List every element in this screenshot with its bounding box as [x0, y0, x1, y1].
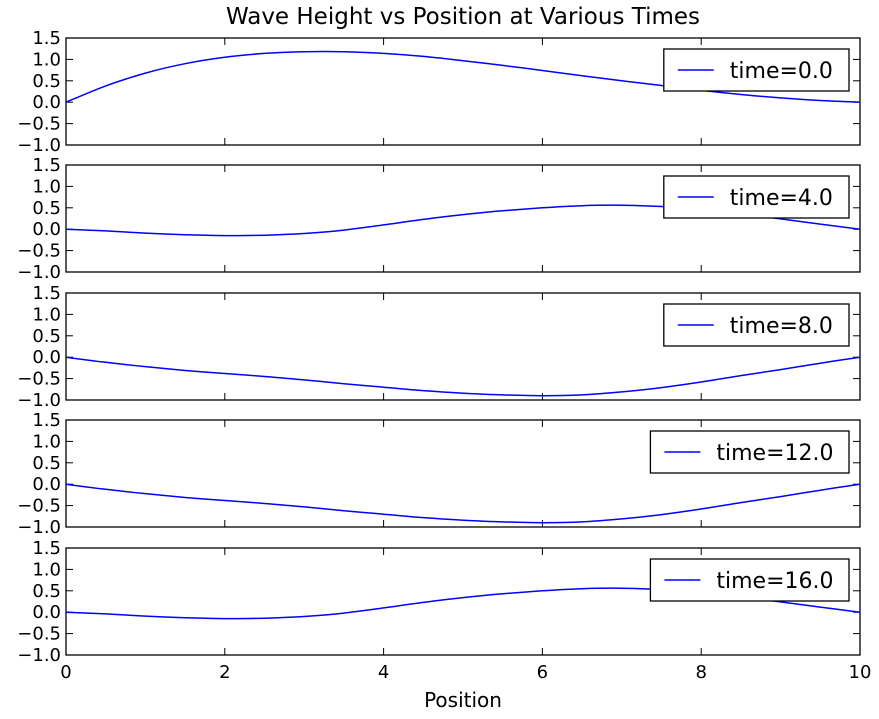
x-tick-label: 4 [378, 662, 389, 683]
y-tick-label: −1.0 [17, 135, 61, 156]
subplot-4: 1.51.00.50.0−0.5−1.0 time=12.0 [17, 410, 861, 538]
axes-frame [65, 292, 861, 401]
subplot-3: 1.51.00.50.0−0.5−1.0 time=8.0 [17, 283, 861, 411]
x-axis-label: Position [424, 688, 502, 712]
chart-title: Wave Height vs Position at Various Times [225, 4, 701, 30]
y-tick-label: 0.5 [32, 453, 61, 474]
legend-label: time=12.0 [716, 441, 833, 466]
x-tick-label: 6 [537, 662, 548, 683]
y-tick-label: 0.0 [32, 347, 61, 368]
y-tick-label: 1.0 [32, 559, 61, 580]
axes-frame [65, 419, 861, 528]
axes-frame [65, 547, 861, 656]
subplot-2: 1.51.00.50.0−0.5−1.0 time=4.0 [17, 155, 861, 283]
y-tick-label: 0.0 [32, 474, 61, 495]
y-tick-label: 0.0 [32, 602, 61, 623]
y-tick-label: −1.0 [17, 262, 61, 283]
y-tick-label: 1.5 [32, 283, 61, 304]
y-tick-label: 1.5 [32, 410, 61, 431]
legend: time=12.0 [649, 430, 850, 474]
y-tick-label: −1.0 [17, 645, 61, 666]
axes-frame [65, 164, 861, 273]
legend-label: time=16.0 [716, 569, 833, 594]
y-tick-label: −1.0 [17, 517, 61, 538]
y-tick-label: −0.5 [17, 241, 61, 262]
x-tick-label: 2 [219, 662, 230, 683]
legend-label: time=4.0 [730, 186, 833, 211]
series-line [66, 356, 860, 397]
y-tick-label: 1.0 [32, 176, 61, 197]
y-tick-label: 0.0 [32, 92, 61, 113]
legend: time=16.0 [649, 558, 850, 602]
x-tick-label: 8 [695, 662, 706, 683]
legend-label: time=0.0 [730, 59, 833, 84]
subplot-1: 1.51.00.50.0−0.5−1.0 time=0.0 [17, 28, 861, 156]
y-tick-label: −1.0 [17, 390, 61, 411]
y-tick-label: −0.5 [17, 624, 61, 645]
y-tick-label: 0.5 [32, 581, 61, 602]
subplot-5: 1.51.00.50.0−0.5−1.00 2 4 6 8 10 time=16.0 [17, 538, 871, 683]
series-line [66, 483, 860, 524]
y-tick-label: 1.0 [32, 431, 61, 452]
y-tick-label: 1.0 [32, 49, 61, 70]
legend-label: time=8.0 [730, 314, 833, 339]
y-tick-label: 0.5 [32, 71, 61, 92]
y-tick-label: 1.5 [32, 28, 61, 49]
legend: time=4.0 [663, 175, 850, 219]
legend: time=0.0 [663, 48, 850, 92]
x-tick-label: 0 [60, 662, 71, 683]
y-tick-label: −0.5 [17, 114, 61, 135]
y-tick-label: −0.5 [17, 496, 61, 517]
x-tick-label: 10 [849, 662, 872, 683]
y-tick-label: 1.5 [32, 155, 61, 176]
y-tick-label: 1.0 [32, 304, 61, 325]
series-line [66, 50, 860, 103]
y-tick-label: 1.5 [32, 538, 61, 559]
y-tick-label: 0.0 [32, 219, 61, 240]
axes-frame [65, 37, 861, 146]
y-tick-label: −0.5 [17, 369, 61, 390]
legend: time=8.0 [663, 303, 850, 347]
y-tick-label: 0.5 [32, 326, 61, 347]
y-tick-label: 0.5 [32, 198, 61, 219]
